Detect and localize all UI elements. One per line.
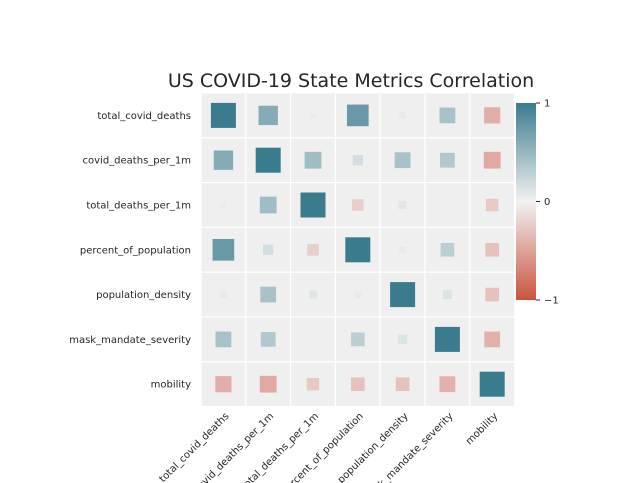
heatmap-square (255, 147, 281, 173)
heatmap-square (212, 238, 235, 261)
heatmap-square (395, 377, 410, 392)
heatmap-cell-bg (469, 137, 516, 184)
heatmap-square (439, 376, 456, 393)
colorbar: 1 0 −1 (516, 99, 559, 307)
heatmap-grid (200, 92, 516, 408)
heatmap-square (485, 242, 500, 257)
heatmap-square (399, 246, 406, 254)
heatmap-square (350, 332, 365, 347)
heatmap-square (220, 202, 227, 208)
heatmap-square (398, 201, 407, 209)
heatmap-square (220, 291, 227, 298)
heatmap-cell-bg (245, 226, 292, 273)
heatmap-square (215, 376, 232, 393)
colorbar-tick-label: 1 (544, 99, 550, 110)
heatmap-square (345, 237, 371, 263)
colorbar-tick-label: −1 (544, 296, 559, 307)
heatmap-cell-bg (200, 137, 247, 184)
y-tick-label: total_deaths_per_1m (86, 201, 191, 212)
heatmap-square (440, 152, 455, 168)
heatmap-square (306, 377, 320, 391)
heatmap-square (399, 112, 406, 119)
heatmap-square (439, 107, 456, 124)
x-axis-labels: total_covid_deathscovid_deaths_per_1mtot… (158, 411, 501, 483)
heatmap-cell-bg (290, 316, 337, 363)
heatmap-square (440, 242, 455, 257)
heatmap-square (354, 291, 362, 298)
heatmap-square (307, 243, 319, 256)
heatmap-square (442, 290, 452, 300)
heatmap-square (483, 151, 501, 169)
heatmap-square (434, 326, 460, 352)
x-tick-label: mobility (464, 411, 500, 447)
colorbar-gradient (516, 103, 536, 300)
heatmap-square (260, 332, 276, 347)
heatmap-square (260, 286, 277, 303)
heatmap-square (485, 198, 499, 212)
y-tick-label: total_covid_deaths (97, 111, 191, 122)
heatmap-square (352, 155, 363, 166)
heatmap-square (215, 331, 232, 348)
heatmap-square (346, 104, 369, 127)
y-tick-label: covid_deaths_per_1m (83, 156, 191, 167)
y-tick-label: population_density (96, 290, 191, 301)
y-tick-label: percent_of_population (80, 245, 191, 256)
heatmap-square (210, 102, 236, 128)
heatmap-square (213, 150, 234, 170)
heatmap-square (479, 371, 505, 397)
heatmap-square (394, 152, 411, 169)
heatmap-square (351, 199, 364, 211)
heatmap-square (484, 331, 501, 348)
heatmap-square (350, 377, 365, 392)
heatmap-square (263, 244, 274, 255)
y-tick-label: mobility (151, 380, 191, 391)
heatmap-square (300, 192, 326, 218)
colorbar-tick-label: 0 (544, 197, 550, 208)
heatmap-square (485, 287, 500, 302)
chart-title: US COVID-19 State Metrics Correlation (168, 70, 534, 92)
y-axis-labels: total_covid_deaths covid_deaths_per_1mtot… (69, 111, 191, 391)
heatmap-square (259, 196, 277, 214)
heatmap-square (398, 334, 408, 344)
heatmap-square (309, 290, 317, 299)
heatmap-square (484, 107, 501, 124)
heatmap-square (259, 375, 277, 393)
heatmap-square (390, 282, 416, 308)
heatmap-square (258, 105, 278, 126)
heatmap-square (310, 112, 316, 119)
heatmap-square (304, 151, 322, 169)
y-tick-label: mask_mandate_severity (69, 335, 191, 346)
heatmap-cell-bg (200, 361, 247, 408)
heatmap-cell-bg (424, 182, 471, 229)
